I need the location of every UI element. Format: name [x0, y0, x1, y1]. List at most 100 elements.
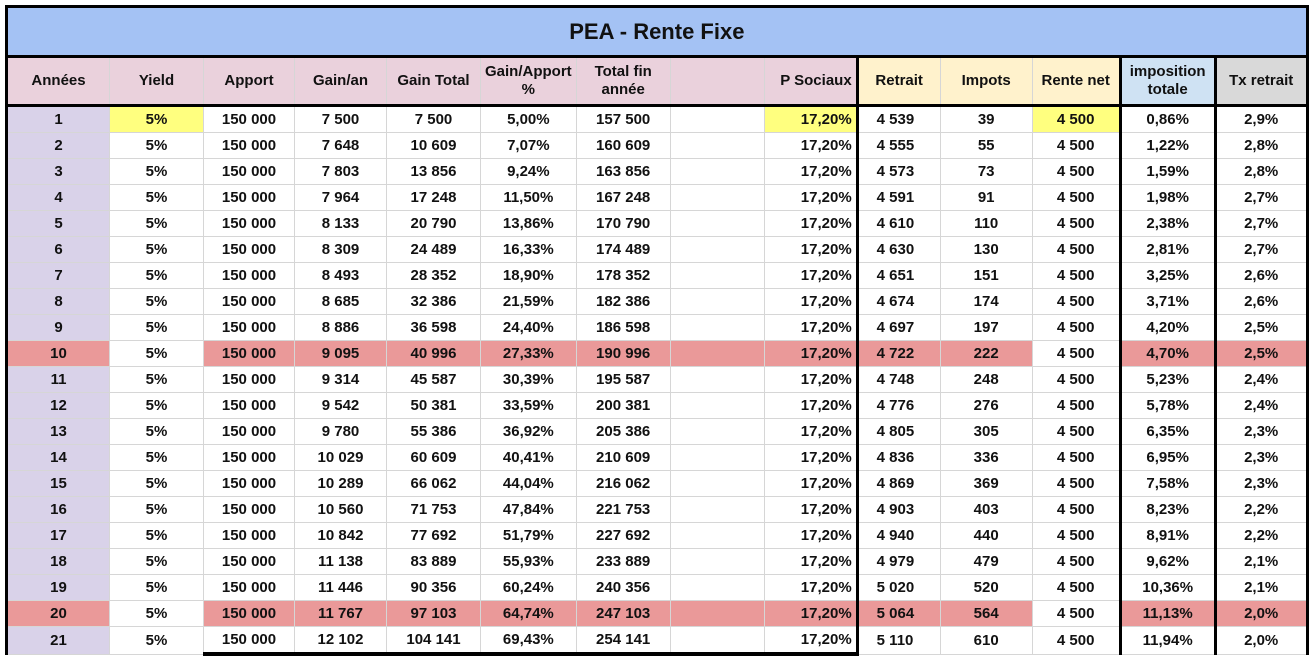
cell-yield[interactable]: 5% [109, 314, 204, 341]
cell-retrait[interactable]: 4 869 [855, 470, 941, 497]
cell-empty[interactable] [669, 262, 765, 289]
cell-rente-net[interactable]: 4 500 [1031, 418, 1121, 445]
cell-impots[interactable]: 305 [939, 418, 1033, 445]
cell-total-fin-annee[interactable]: 221 753 [575, 496, 671, 523]
cell-gain-an[interactable]: 10 842 [294, 522, 387, 549]
cell-p-sociaux[interactable]: 17,20% [763, 600, 858, 627]
cell-retrait[interactable]: 4 697 [855, 314, 941, 341]
cell-imposition-totale[interactable]: 4,70% [1118, 340, 1216, 367]
cell-annees[interactable]: 8 [5, 288, 110, 315]
cell-retrait[interactable]: 4 573 [855, 158, 941, 185]
cell-gain-apport-pct[interactable]: 44,04% [480, 470, 577, 497]
cell-total-fin-annee[interactable]: 190 996 [575, 340, 671, 367]
cell-rente-net[interactable]: 4 500 [1031, 626, 1121, 655]
cell-gain-total[interactable]: 28 352 [386, 262, 481, 289]
cell-gain-total[interactable]: 66 062 [386, 470, 481, 497]
cell-gain-total[interactable]: 20 790 [386, 210, 481, 237]
cell-gain-apport-pct[interactable]: 11,50% [480, 184, 577, 211]
cell-retrait[interactable]: 4 903 [855, 496, 941, 523]
cell-gain-apport-pct[interactable]: 9,24% [480, 158, 577, 185]
cell-imposition-totale[interactable]: 3,71% [1118, 288, 1216, 315]
cell-rente-net[interactable]: 4 500 [1031, 210, 1121, 237]
cell-yield[interactable]: 5% [109, 496, 204, 523]
cell-impots[interactable]: 197 [939, 314, 1033, 341]
cell-annees[interactable]: 15 [5, 470, 110, 497]
cell-retrait[interactable]: 4 555 [855, 132, 941, 159]
cell-apport[interactable]: 150 000 [203, 340, 295, 367]
cell-apport[interactable]: 150 000 [203, 548, 295, 575]
cell-rente-net[interactable]: 4 500 [1031, 184, 1121, 211]
cell-empty[interactable] [669, 496, 765, 523]
cell-empty[interactable] [669, 105, 765, 133]
cell-yield[interactable]: 5% [109, 210, 204, 237]
cell-gain-total[interactable]: 7 500 [386, 105, 481, 133]
cell-gain-apport-pct[interactable]: 36,92% [480, 418, 577, 445]
cell-gain-apport-pct[interactable]: 33,59% [480, 392, 577, 419]
cell-tx-retrait[interactable]: 2,2% [1213, 522, 1309, 549]
header-apport[interactable]: Apport [203, 56, 295, 107]
cell-gain-an[interactable]: 8 886 [294, 314, 387, 341]
cell-impots[interactable]: 222 [939, 340, 1033, 367]
cell-total-fin-annee[interactable]: 216 062 [575, 470, 671, 497]
cell-retrait[interactable]: 4 651 [855, 262, 941, 289]
cell-rente-net[interactable]: 4 500 [1031, 496, 1121, 523]
cell-empty[interactable] [669, 626, 765, 656]
cell-total-fin-annee[interactable]: 160 609 [575, 132, 671, 159]
cell-total-fin-annee[interactable]: 167 248 [575, 184, 671, 211]
cell-annees[interactable]: 4 [5, 184, 110, 211]
cell-total-fin-annee[interactable]: 157 500 [575, 105, 671, 133]
cell-gain-an[interactable]: 9 095 [294, 340, 387, 367]
header-annees[interactable]: Années [5, 56, 110, 107]
cell-p-sociaux[interactable]: 17,20% [763, 314, 858, 341]
cell-empty[interactable] [669, 418, 765, 445]
cell-rente-net[interactable]: 4 500 [1031, 288, 1121, 315]
cell-p-sociaux[interactable]: 17,20% [763, 418, 858, 445]
cell-annees[interactable]: 11 [5, 366, 110, 393]
cell-imposition-totale[interactable]: 8,91% [1118, 522, 1216, 549]
cell-tx-retrait[interactable]: 2,3% [1213, 418, 1309, 445]
cell-gain-apport-pct[interactable]: 27,33% [480, 340, 577, 367]
cell-yield[interactable]: 5% [109, 548, 204, 575]
cell-empty[interactable] [669, 470, 765, 497]
cell-yield[interactable]: 5% [109, 600, 204, 627]
cell-annees[interactable]: 3 [5, 158, 110, 185]
cell-imposition-totale[interactable]: 3,25% [1118, 262, 1216, 289]
cell-p-sociaux[interactable]: 17,20% [763, 210, 858, 237]
cell-gain-apport-pct[interactable]: 64,74% [480, 600, 577, 627]
cell-tx-retrait[interactable]: 2,7% [1213, 236, 1309, 263]
cell-gain-an[interactable]: 12 102 [294, 626, 387, 656]
cell-gain-total[interactable]: 45 587 [386, 366, 481, 393]
cell-gain-an[interactable]: 7 964 [294, 184, 387, 211]
cell-gain-an[interactable]: 9 542 [294, 392, 387, 419]
cell-retrait[interactable]: 4 748 [855, 366, 941, 393]
cell-gain-an[interactable]: 9 314 [294, 366, 387, 393]
cell-total-fin-annee[interactable]: 178 352 [575, 262, 671, 289]
cell-gain-an[interactable]: 7 500 [294, 105, 387, 133]
cell-gain-an[interactable]: 8 309 [294, 236, 387, 263]
cell-gain-total[interactable]: 97 103 [386, 600, 481, 627]
cell-apport[interactable]: 150 000 [203, 418, 295, 445]
cell-retrait[interactable]: 4 805 [855, 418, 941, 445]
cell-imposition-totale[interactable]: 1,22% [1118, 132, 1216, 159]
cell-empty[interactable] [669, 132, 765, 159]
cell-p-sociaux[interactable]: 17,20% [763, 548, 858, 575]
header-imposition-totale[interactable]: imposition totale [1118, 56, 1216, 107]
cell-gain-an[interactable]: 11 767 [294, 600, 387, 627]
cell-retrait[interactable]: 4 674 [855, 288, 941, 315]
cell-apport[interactable]: 150 000 [203, 184, 295, 211]
cell-total-fin-annee[interactable]: 174 489 [575, 236, 671, 263]
cell-imposition-totale[interactable]: 6,35% [1118, 418, 1216, 445]
cell-annees[interactable]: 21 [5, 626, 110, 655]
cell-gain-an[interactable]: 8 493 [294, 262, 387, 289]
cell-p-sociaux[interactable]: 17,20% [763, 105, 858, 133]
cell-impots[interactable]: 110 [939, 210, 1033, 237]
cell-yield[interactable]: 5% [109, 470, 204, 497]
cell-empty[interactable] [669, 574, 765, 601]
cell-p-sociaux[interactable]: 17,20% [763, 236, 858, 263]
cell-yield[interactable]: 5% [109, 522, 204, 549]
cell-gain-apport-pct[interactable]: 40,41% [480, 444, 577, 471]
cell-yield[interactable]: 5% [109, 574, 204, 601]
cell-p-sociaux[interactable]: 17,20% [763, 470, 858, 497]
cell-impots[interactable]: 403 [939, 496, 1033, 523]
cell-p-sociaux[interactable]: 17,20% [763, 392, 858, 419]
